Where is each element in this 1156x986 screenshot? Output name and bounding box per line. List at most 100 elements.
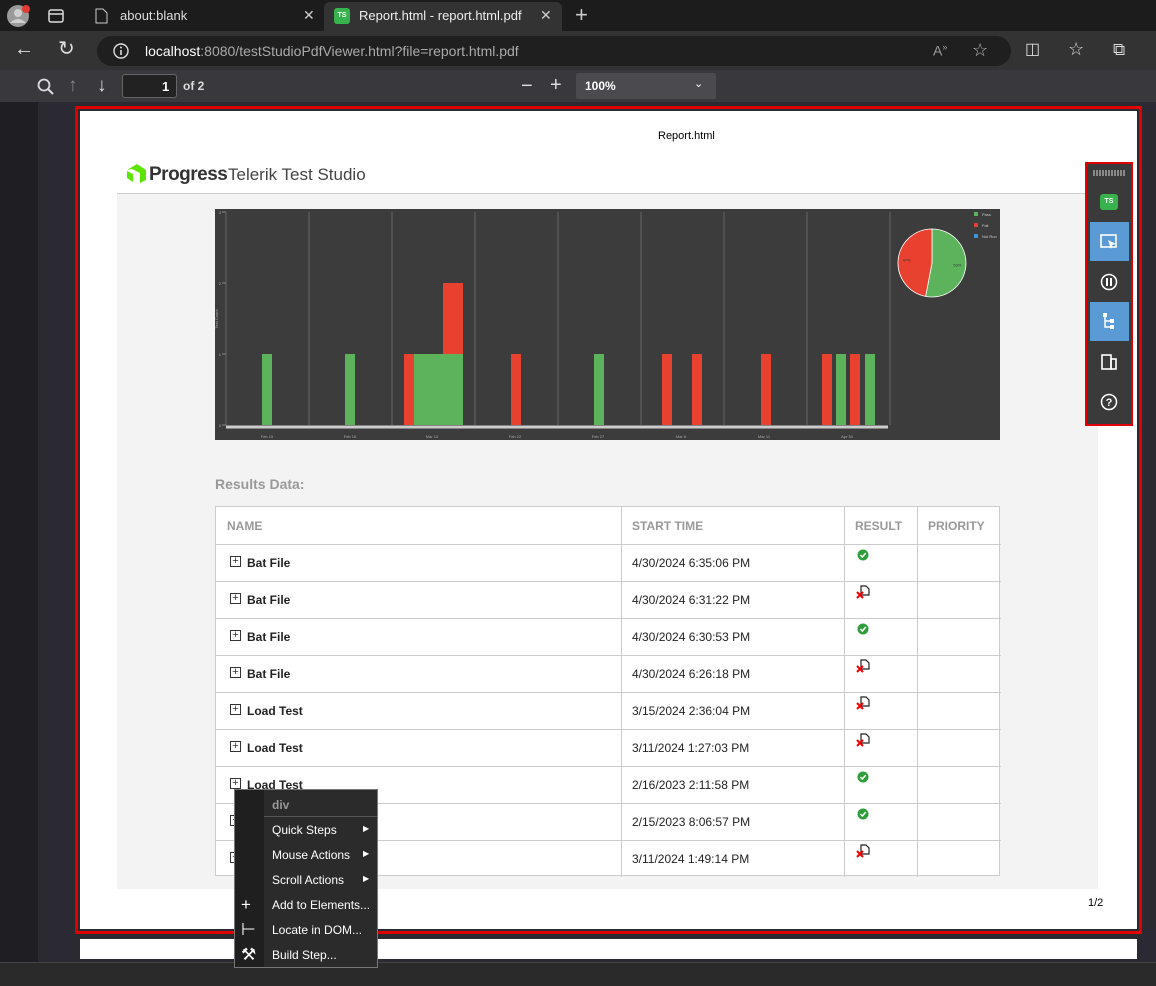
- menu-item-label: Add to Elements...: [272, 898, 371, 912]
- tab-actions-icon[interactable]: [48, 8, 64, 24]
- y-tick-label: 3: [219, 210, 222, 215]
- x-tick-label: Feb 27: [592, 434, 605, 439]
- pass-check: [859, 811, 867, 818]
- pass-circle: [857, 623, 869, 635]
- bar: [404, 354, 414, 425]
- bar: [836, 354, 846, 425]
- x-tick-label: Apr 30: [841, 434, 854, 439]
- y-tick-label: 1: [219, 352, 222, 357]
- pie-label: 47%: [903, 258, 911, 263]
- zoom-select[interactable]: [576, 73, 716, 99]
- refresh-button[interactable]: ↻: [58, 38, 75, 60]
- profile-icon[interactable]: [6, 4, 30, 28]
- row-divider: [216, 692, 1001, 693]
- expand-icon[interactable]: +: [230, 593, 241, 604]
- start-time: 3/11/2024 1:49:14 PM: [632, 852, 750, 866]
- expand-icon[interactable]: +: [230, 778, 241, 789]
- fail-x: [856, 850, 864, 858]
- test-name: Bat File: [247, 667, 291, 681]
- tab-strip: [0, 0, 1156, 31]
- row-divider: [216, 544, 1001, 545]
- tab-title: Report.html - report.html.pdf: [359, 8, 522, 23]
- fail-x: [856, 665, 864, 673]
- address-field[interactable]: [97, 36, 1011, 66]
- expand-icon[interactable]: +: [230, 704, 241, 715]
- start-time: 3/15/2024 2:36:04 PM: [632, 704, 751, 718]
- legend-label: Pass: [982, 212, 991, 217]
- page-count: of 2: [183, 79, 205, 93]
- pass-check: [859, 626, 867, 633]
- expand-icon[interactable]: +: [230, 556, 241, 567]
- new-tab[interactable]: +: [575, 2, 588, 27]
- zoom-out[interactable]: −: [521, 75, 533, 97]
- search-button[interactable]: [37, 78, 55, 96]
- logo-product: Telerik Test Studio: [228, 165, 366, 184]
- column-header: PRIORITY: [928, 519, 985, 533]
- site-info-icon[interactable]: [113, 43, 129, 59]
- status-bar: [0, 962, 1156, 986]
- zoom-in[interactable]: +: [550, 74, 562, 96]
- expand-icon[interactable]: +: [230, 667, 241, 678]
- tab-icon: [95, 8, 108, 24]
- expand-icon[interactable]: +: [230, 741, 241, 752]
- read-aloud[interactable]: A»: [933, 42, 948, 59]
- tab-close[interactable]: ✕: [303, 7, 315, 23]
- pass-circle: [857, 808, 869, 820]
- column-header: RESULT: [855, 519, 903, 533]
- submenu-arrow: ▶: [363, 874, 370, 883]
- next-page[interactable]: ↓: [97, 75, 107, 96]
- bar: [511, 354, 521, 425]
- zoom-dropdown-arrow: ⌄: [694, 78, 704, 90]
- submenu-arrow: ▶: [363, 849, 370, 858]
- url-path: :8080/testStudioPdfViewer.html?file=repo…: [200, 43, 519, 59]
- pass-check: [859, 774, 867, 781]
- svg-text:?: ?: [1106, 397, 1113, 409]
- help-button[interactable]: ?: [1100, 393, 1118, 411]
- progress-logo: [127, 164, 146, 183]
- favorite-button[interactable]: ☆: [972, 40, 989, 60]
- fail-x: [856, 739, 864, 747]
- fail-x: [856, 702, 864, 710]
- bar: [443, 354, 453, 425]
- result-icon: [856, 659, 870, 673]
- bar: [434, 354, 444, 425]
- pause-button[interactable]: [1100, 273, 1118, 291]
- start-time: 4/30/2024 6:30:53 PM: [632, 630, 751, 644]
- url: localhost:8080/testStudioPdfViewer.html?…: [145, 44, 519, 58]
- menu-item-label: Quick Steps: [272, 823, 337, 837]
- back-button[interactable]: ←: [14, 38, 34, 60]
- menu-item-icon: ⚒: [241, 945, 257, 964]
- collections[interactable]: ⧉: [1113, 40, 1126, 59]
- bar: [692, 354, 702, 425]
- page-input[interactable]: [122, 74, 177, 98]
- legend-label: Not Run: [982, 234, 997, 239]
- zoom-value: 100%: [585, 79, 616, 93]
- bar: [453, 283, 463, 354]
- drag-handle[interactable]: [1093, 170, 1125, 176]
- expand-icon[interactable]: +: [230, 630, 241, 641]
- active-tab[interactable]: [324, 2, 562, 31]
- start-time: 4/30/2024 6:35:06 PM: [632, 556, 751, 570]
- result-icon: [857, 771, 869, 783]
- column-header: START TIME: [632, 519, 704, 533]
- result-icon: [856, 696, 870, 710]
- ts-logo: TS: [1100, 194, 1118, 210]
- context-menu: div Quick Steps ▶ Mouse Actions ▶ Scroll Acti…: [234, 789, 378, 968]
- x-tick-label: Feb 22: [509, 434, 522, 439]
- start-time: 4/30/2024 6:31:22 PM: [632, 593, 751, 607]
- menu-item-label: Scroll Actions: [272, 873, 345, 887]
- steps-button[interactable]: [1100, 353, 1118, 371]
- favorites[interactable]: ☆: [1068, 39, 1085, 59]
- tab-close[interactable]: ✕: [540, 7, 552, 23]
- legend-label: Fail: [982, 223, 989, 228]
- page-header: Report.html: [658, 130, 715, 142]
- pie-slice: [897, 228, 933, 297]
- start-time: 2/15/2023 8:06:57 PM: [632, 815, 751, 829]
- prev-page[interactable]: ↑: [68, 75, 78, 96]
- start-time: 4/30/2024 6:26:18 PM: [632, 667, 751, 681]
- split-screen[interactable]: ◫: [1025, 41, 1041, 58]
- y-axis-title: Test Count: [215, 309, 219, 329]
- test-name: Bat File: [247, 556, 291, 570]
- result-icon: [856, 733, 870, 747]
